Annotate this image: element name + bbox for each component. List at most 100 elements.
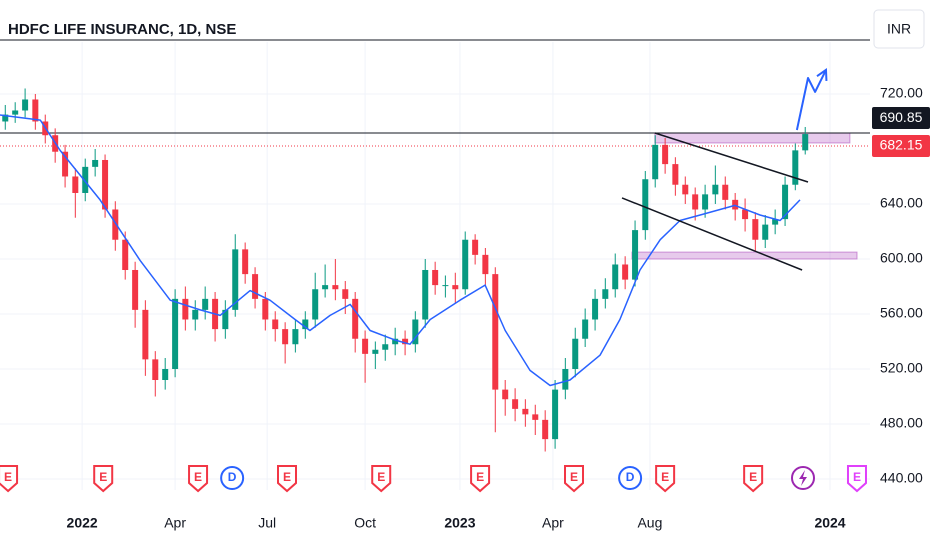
earnings-marker (188, 465, 209, 493)
zone (654, 132, 851, 144)
candle-body (62, 151, 69, 177)
projection-arrowhead (816, 68, 828, 81)
dividend-marker (220, 466, 245, 490)
candle-body (272, 319, 279, 330)
candle-body (552, 389, 559, 440)
candle-body (292, 329, 299, 345)
event-label: E (4, 470, 12, 484)
candle-body (182, 298, 189, 320)
candle-body (502, 389, 509, 400)
candle-body (742, 209, 749, 220)
event-label: E (283, 470, 291, 484)
x-tick-label: Apr (542, 515, 564, 531)
earnings-marker (371, 465, 392, 493)
candle-body (372, 349, 379, 354)
candle-body (452, 285, 459, 290)
candle-body (112, 209, 119, 240)
lightning-icon (799, 470, 807, 486)
candle-body (102, 159, 109, 210)
x-tick-label: 2022 (67, 515, 98, 531)
candle-body (462, 239, 469, 290)
candle-body (492, 274, 499, 390)
event-label: E (99, 470, 107, 484)
currency-box[interactable] (873, 9, 925, 49)
zone (631, 251, 858, 260)
moving-average-line (0, 114, 801, 387)
candle-body (322, 285, 329, 290)
candle-body (712, 184, 719, 195)
candle-body (562, 368, 569, 390)
candle-body (192, 309, 199, 320)
price-label-box (872, 135, 930, 158)
price-label: 690.85 (880, 109, 923, 125)
candle-body (382, 344, 389, 350)
candle-body (142, 309, 149, 360)
x-tick-label: Oct (354, 515, 376, 531)
candle-body (342, 289, 349, 299)
plot-area (0, 68, 870, 452)
candle-body (32, 99, 39, 122)
event-label: E (194, 470, 202, 484)
candle-body (362, 338, 369, 354)
dividend-marker (618, 466, 643, 490)
earnings-marker (846, 465, 867, 493)
candle-body (2, 114, 9, 122)
lightning-marker[interactable] (791, 466, 815, 490)
channel-lower-line (621, 197, 803, 271)
y-tick-label: 640.00 (880, 195, 923, 211)
candle-body (162, 368, 169, 380)
candle-body (572, 338, 579, 369)
x-tick-label: 2023 (444, 515, 475, 531)
candle-body (412, 319, 419, 345)
y-tick-label: 520.00 (880, 360, 923, 376)
candle-body (732, 199, 739, 210)
y-tick-label: 440.00 (880, 470, 923, 486)
candle-body (232, 249, 239, 310)
projection-arrow (795, 69, 827, 131)
candle-body (152, 359, 159, 380)
earnings-marker (564, 465, 585, 493)
candle-body (222, 309, 229, 330)
candle-body (702, 194, 709, 210)
candle-body (242, 249, 249, 275)
candle-body (12, 110, 19, 115)
chart-title: HDFC LIFE INSURANC, 1D, NSE (8, 21, 236, 38)
y-tick-label: 560.00 (880, 305, 923, 321)
earnings-marker (655, 465, 676, 493)
candle-body (592, 298, 599, 320)
earnings-marker (470, 465, 491, 493)
candle-body (662, 144, 669, 165)
candle-body (542, 419, 549, 440)
candle-body (622, 264, 629, 280)
candle-body (132, 269, 139, 310)
event-label: E (749, 470, 757, 484)
event-label: D (626, 470, 635, 484)
candle-body (332, 285, 339, 290)
candle-body (252, 274, 259, 299)
candle-body (532, 414, 539, 420)
x-tick-label: Jul (258, 515, 276, 531)
candle-body (692, 194, 699, 210)
candle-body (72, 176, 79, 193)
candle-body (792, 150, 799, 185)
price-label: 682.15 (880, 137, 923, 153)
candle-body (312, 289, 319, 320)
candle-body (92, 159, 99, 167)
event-label: E (377, 470, 385, 484)
candle-body (172, 298, 179, 369)
candle-body (432, 269, 439, 286)
event-label: E (853, 470, 861, 484)
candle-body (22, 99, 29, 111)
currency-label[interactable]: INR (887, 21, 911, 37)
x-tick-label: Aug (637, 515, 662, 531)
event-label: D (228, 470, 237, 484)
candle-body (302, 319, 309, 330)
event-label: E (570, 470, 578, 484)
candle-body (782, 184, 789, 220)
earnings-marker (277, 465, 298, 493)
event-label: E (661, 470, 669, 484)
y-tick-label: 480.00 (880, 415, 923, 431)
event-label: E (476, 470, 484, 484)
candle-body (82, 166, 89, 193)
